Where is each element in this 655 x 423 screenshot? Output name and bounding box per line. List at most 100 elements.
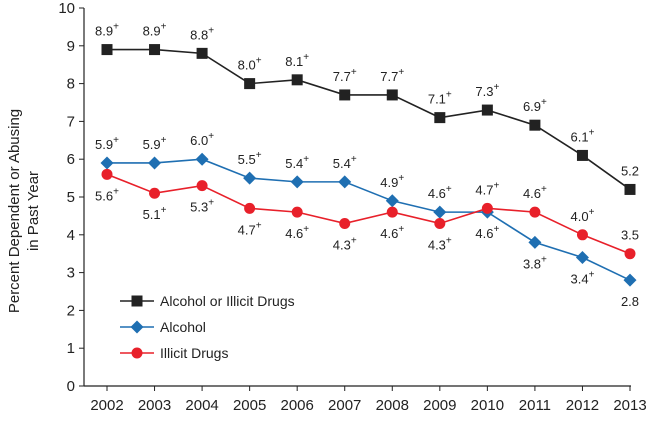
significance-marker: + xyxy=(161,205,167,216)
data-label: 5.2 xyxy=(621,163,639,178)
data-label: 8.1+ xyxy=(285,52,309,69)
y-axis-title: Percent Dependent or Abusing in Past Year xyxy=(6,109,42,313)
significance-marker: + xyxy=(446,235,452,246)
y-tick-label: 5 xyxy=(67,189,75,206)
significance-marker: + xyxy=(256,220,262,231)
data-point-circle xyxy=(196,180,208,192)
data-point-diamond xyxy=(528,235,542,249)
y-tick-label: 2 xyxy=(67,302,75,319)
data-point-diamond xyxy=(338,175,352,189)
significance-marker: + xyxy=(589,127,595,138)
legend-label: Illicit Drugs xyxy=(160,345,228,361)
legend-label: Alcohol xyxy=(160,319,206,335)
y-tick-label: 8 xyxy=(67,76,75,93)
data-point-diamond xyxy=(575,250,589,264)
significance-marker: + xyxy=(256,150,262,161)
data-label: 2.8 xyxy=(621,294,639,309)
significance-marker: + xyxy=(208,198,214,209)
data-point-square xyxy=(529,119,541,131)
y-axis-title-line: in Past Year xyxy=(25,171,42,251)
data-point-circle xyxy=(149,187,161,199)
data-label: 4.3+ xyxy=(333,235,357,252)
x-tick-label: 2012 xyxy=(566,397,599,414)
significance-marker: + xyxy=(113,135,119,146)
data-label: 3.5 xyxy=(621,228,639,243)
y-tick-label: 3 xyxy=(67,265,75,282)
data-label: 5.3+ xyxy=(190,198,214,215)
y-tick-label: 9 xyxy=(67,38,75,55)
data-label: 8.9+ xyxy=(143,22,167,39)
significance-marker: + xyxy=(351,154,357,165)
data-label: 4.6+ xyxy=(523,184,547,201)
legend-item: Illicit Drugs xyxy=(120,345,228,361)
y-axis-title-line: Percent Dependent or Abusing xyxy=(6,109,23,313)
data-point-square xyxy=(576,149,588,161)
data-label: 5.5+ xyxy=(238,150,262,167)
data-point-diamond xyxy=(148,156,162,170)
data-label: 8.9+ xyxy=(95,22,119,39)
significance-marker: + xyxy=(493,82,499,93)
data-label: 5.9+ xyxy=(143,135,167,152)
y-tick-label: 7 xyxy=(67,113,75,130)
y-tick-label: 4 xyxy=(67,227,75,244)
data-label: 4.6+ xyxy=(380,224,404,241)
data-point-square xyxy=(101,44,113,56)
data-label: 5.4+ xyxy=(285,154,309,171)
data-point-circle xyxy=(529,206,541,218)
data-label: 5.9+ xyxy=(95,135,119,152)
significance-marker: + xyxy=(113,22,119,33)
data-label: 4.6+ xyxy=(428,184,452,201)
x-tick-label: 2007 xyxy=(328,397,361,414)
significance-marker: + xyxy=(589,207,595,218)
x-tick-label: 2011 xyxy=(519,397,551,414)
data-label: 6.9+ xyxy=(523,97,547,114)
data-point-square xyxy=(244,78,256,90)
data-label: 4.3+ xyxy=(428,235,452,252)
data-label: 4.6+ xyxy=(475,224,499,241)
data-point-diamond xyxy=(243,171,257,185)
data-label: 6.1+ xyxy=(570,127,594,144)
data-label: 6.0+ xyxy=(190,131,214,148)
data-point-square xyxy=(434,112,446,124)
significance-marker: + xyxy=(303,224,309,235)
x-tick-label: 2006 xyxy=(280,397,313,414)
data-point-circle xyxy=(101,168,113,180)
data-point-circle xyxy=(624,248,636,260)
data-point-circle xyxy=(386,206,398,218)
legend-item: Alcohol or Illicit Drugs xyxy=(120,293,295,309)
significance-marker: + xyxy=(351,67,357,78)
significance-marker: + xyxy=(256,56,262,67)
series-alcohol-or-illicit-drugs: 8.9+ 8.9+ 8.8+ 8.0+ 8.1+ 7.7+ 7.7+ 7.1+ 7.3+ 6.9+… xyxy=(95,22,639,195)
data-label: 4.7+ xyxy=(238,220,262,237)
data-point-square xyxy=(196,47,208,59)
data-label: 8.8+ xyxy=(190,25,214,42)
legend: Alcohol or Illicit Drugs Alcohol Illicit D… xyxy=(120,293,295,361)
x-tick-label: 2009 xyxy=(423,397,456,414)
significance-marker: + xyxy=(161,135,167,146)
x-tick-label: 2002 xyxy=(90,397,123,414)
data-label: 7.7+ xyxy=(380,67,404,84)
significance-marker: + xyxy=(113,186,119,197)
data-label: 7.1+ xyxy=(428,90,452,107)
significance-marker: + xyxy=(493,224,499,235)
data-point-square xyxy=(386,89,398,101)
legend-label: Alcohol or Illicit Drugs xyxy=(160,293,295,309)
data-label: 5.4+ xyxy=(333,154,357,171)
data-point-diamond xyxy=(195,152,209,166)
data-label: 5.1+ xyxy=(143,205,167,222)
series-line xyxy=(106,173,631,255)
data-label: 3.8+ xyxy=(523,254,547,271)
data-label: 5.6+ xyxy=(95,186,119,203)
significance-marker: + xyxy=(589,269,595,280)
significance-marker: + xyxy=(541,97,547,108)
y-tick-label: 10 xyxy=(58,0,75,17)
data-label: 8.0+ xyxy=(238,56,262,73)
data-point-circle xyxy=(339,217,351,229)
significance-marker: + xyxy=(161,22,167,33)
significance-marker: + xyxy=(208,25,214,36)
data-point-square xyxy=(481,104,493,116)
data-label: 4.0+ xyxy=(570,207,594,224)
significance-marker: + xyxy=(351,235,357,246)
